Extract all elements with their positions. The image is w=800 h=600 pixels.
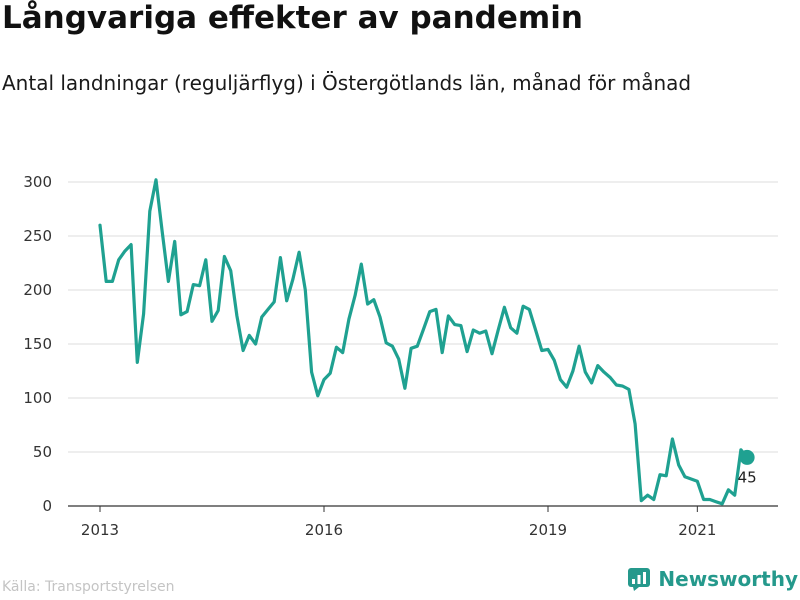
y-tick-label: 150 xyxy=(23,335,52,353)
x-tick-label: 2021 xyxy=(678,521,716,539)
last-point-marker xyxy=(739,449,755,465)
newsworthy-icon xyxy=(628,568,651,591)
y-tick-label: 200 xyxy=(23,281,52,299)
chart-subtitle: Antal landningar (reguljärflyg) i Österg… xyxy=(2,71,692,95)
y-tick-label: 0 xyxy=(42,497,52,515)
y-tick-label: 250 xyxy=(23,227,52,245)
chart-title: Långvariga effekter av pandemin xyxy=(2,0,583,36)
series-line xyxy=(98,178,749,506)
brand-logo: Newsworthy xyxy=(627,567,798,591)
x-tick-label: 2016 xyxy=(305,521,343,539)
x-tick-label: 2019 xyxy=(529,521,567,539)
y-tick-label: 50 xyxy=(33,443,52,461)
y-tick-label: 100 xyxy=(23,389,52,407)
last-value-label: 45 xyxy=(738,468,757,486)
x-tick-label: 2013 xyxy=(81,521,119,539)
source-note: Källa: Transportstyrelsen xyxy=(2,579,175,595)
brand-name: Newsworthy xyxy=(658,567,798,591)
y-tick-label: 300 xyxy=(23,173,52,191)
